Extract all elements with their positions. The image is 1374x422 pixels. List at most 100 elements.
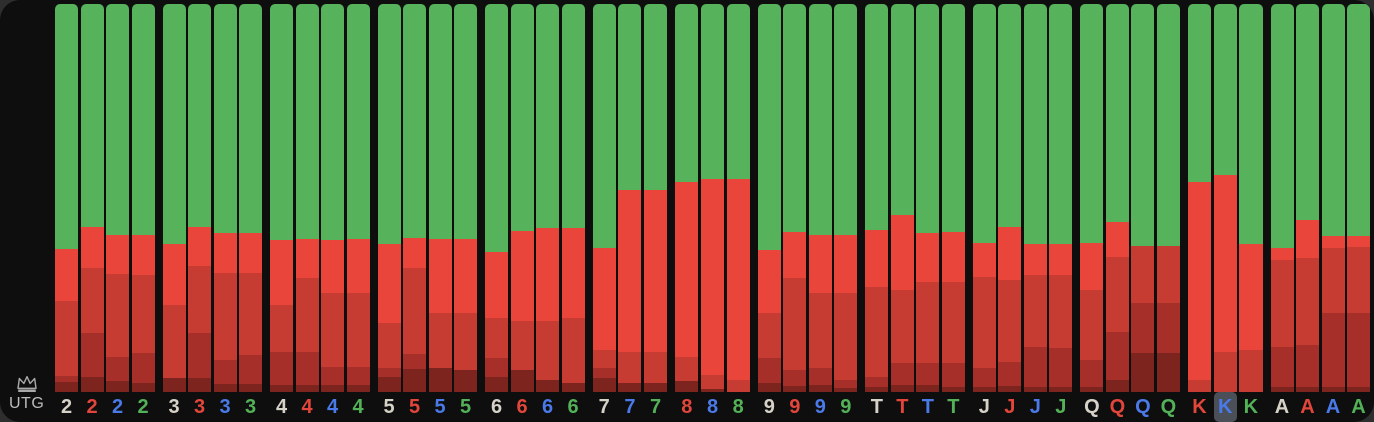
- card-bar-Qh[interactable]: [1105, 4, 1129, 392]
- card-label-7s[interactable]: 7: [598, 395, 610, 418]
- card-label-5h[interactable]: 5: [408, 395, 421, 418]
- card-column-7c[interactable]: 7: [643, 4, 668, 422]
- card-bar-6c[interactable]: [561, 4, 585, 392]
- card-bar-Th[interactable]: [890, 4, 914, 392]
- card-bar-Qc[interactable]: [1156, 4, 1180, 392]
- card-column-Ad[interactable]: A: [1321, 4, 1345, 422]
- card-bar-As[interactable]: [1270, 4, 1294, 392]
- card-label-Kc[interactable]: K: [1243, 395, 1259, 418]
- card-column-Qs[interactable]: Q: [1080, 4, 1104, 422]
- card-label-Jd[interactable]: J: [1029, 395, 1041, 418]
- card-label-7d[interactable]: 7: [624, 395, 636, 418]
- card-column-Js[interactable]: J: [972, 4, 996, 422]
- card-label-4d[interactable]: 4: [326, 395, 339, 418]
- card-bar-7d[interactable]: [618, 4, 642, 392]
- card-column-7d[interactable]: 7: [618, 4, 642, 422]
- card-column-3h[interactable]: 3: [188, 4, 212, 422]
- card-label-3s[interactable]: 3: [168, 395, 180, 418]
- card-label-4c[interactable]: 4: [352, 395, 364, 418]
- card-label-Qs[interactable]: Q: [1084, 395, 1100, 418]
- card-column-Th[interactable]: T: [890, 4, 914, 422]
- card-label-4s[interactable]: 4: [275, 395, 288, 418]
- card-label-As[interactable]: A: [1274, 395, 1290, 418]
- card-column-6s[interactable]: 6: [485, 4, 509, 422]
- card-label-6s[interactable]: 6: [491, 395, 503, 418]
- card-label-6d[interactable]: 6: [542, 395, 554, 418]
- card-bar-Ac[interactable]: [1347, 4, 1371, 392]
- card-label-2c[interactable]: 2: [137, 395, 149, 418]
- card-label-5c[interactable]: 5: [459, 395, 472, 418]
- card-bar-5s[interactable]: [377, 4, 401, 392]
- card-label-Td[interactable]: T: [921, 395, 934, 418]
- card-column-Tc[interactable]: T: [941, 4, 965, 422]
- card-bar-8d[interactable]: [700, 4, 725, 392]
- card-label-8c[interactable]: 8: [732, 395, 744, 418]
- card-column-Kd[interactable]: K: [1213, 4, 1237, 422]
- card-bar-4h[interactable]: [295, 4, 319, 392]
- card-bar-3s[interactable]: [162, 4, 186, 392]
- card-column-Qd[interactable]: Q: [1131, 4, 1155, 422]
- card-column-Td[interactable]: T: [916, 4, 940, 422]
- card-bar-Ah[interactable]: [1296, 4, 1320, 392]
- card-bar-5h[interactable]: [403, 4, 427, 392]
- card-bar-6s[interactable]: [485, 4, 509, 392]
- card-label-9s[interactable]: 9: [763, 395, 775, 418]
- card-label-5d[interactable]: 5: [434, 395, 446, 418]
- card-bar-3h[interactable]: [188, 4, 212, 392]
- card-column-8h[interactable]: 8: [675, 4, 699, 422]
- card-column-4d[interactable]: 4: [321, 4, 345, 422]
- card-bar-6h[interactable]: [510, 4, 534, 392]
- card-label-9h[interactable]: 9: [789, 395, 801, 418]
- card-bar-Kc[interactable]: [1239, 4, 1263, 392]
- card-label-8h[interactable]: 8: [681, 395, 693, 418]
- card-column-9h[interactable]: 9: [783, 4, 807, 422]
- card-bar-Kd[interactable]: [1213, 4, 1237, 392]
- card-column-5c[interactable]: 5: [454, 4, 478, 422]
- card-label-2s[interactable]: 2: [60, 395, 73, 418]
- card-bar-Ad[interactable]: [1321, 4, 1345, 392]
- card-column-2s[interactable]: 2: [55, 4, 78, 422]
- card-bar-5d[interactable]: [428, 4, 452, 392]
- card-label-Kd[interactable]: K: [1213, 392, 1237, 422]
- card-bar-9h[interactable]: [783, 4, 807, 392]
- card-column-4s[interactable]: 4: [270, 4, 294, 422]
- card-column-Jc[interactable]: J: [1049, 4, 1073, 422]
- card-column-Jh[interactable]: J: [998, 4, 1022, 422]
- card-bar-2h[interactable]: [80, 4, 104, 392]
- card-bar-9c[interactable]: [834, 4, 858, 392]
- card-label-2d[interactable]: 2: [111, 395, 124, 418]
- card-column-Ah[interactable]: A: [1296, 4, 1320, 422]
- card-bar-3c[interactable]: [239, 4, 263, 392]
- card-column-2d[interactable]: 2: [106, 4, 129, 422]
- card-label-3d[interactable]: 3: [219, 395, 231, 418]
- card-bar-5c[interactable]: [454, 4, 478, 392]
- card-column-2c[interactable]: 2: [131, 4, 155, 422]
- card-bar-Ts[interactable]: [865, 4, 889, 392]
- card-label-Jh[interactable]: J: [1004, 395, 1016, 418]
- card-label-Th[interactable]: T: [896, 395, 909, 418]
- card-bar-4d[interactable]: [321, 4, 345, 392]
- card-column-5d[interactable]: 5: [428, 4, 452, 422]
- card-label-6h[interactable]: 6: [516, 395, 528, 418]
- card-bar-Qs[interactable]: [1080, 4, 1104, 392]
- card-bar-4s[interactable]: [270, 4, 294, 392]
- card-bar-Jd[interactable]: [1023, 4, 1047, 392]
- card-bar-8c[interactable]: [726, 4, 750, 392]
- card-bar-2c[interactable]: [131, 4, 155, 392]
- card-column-5s[interactable]: 5: [377, 4, 401, 422]
- card-column-9s[interactable]: 9: [757, 4, 781, 422]
- card-bar-Tc[interactable]: [941, 4, 965, 392]
- card-bar-3d[interactable]: [213, 4, 237, 392]
- card-bar-Qd[interactable]: [1131, 4, 1155, 392]
- card-bar-Jh[interactable]: [998, 4, 1022, 392]
- card-label-9c[interactable]: 9: [840, 395, 852, 418]
- card-label-8d[interactable]: 8: [706, 395, 719, 418]
- card-column-Qh[interactable]: Q: [1105, 4, 1129, 422]
- card-label-Qd[interactable]: Q: [1135, 395, 1151, 418]
- card-label-7c[interactable]: 7: [650, 395, 662, 418]
- card-column-5h[interactable]: 5: [403, 4, 427, 422]
- card-column-3c[interactable]: 3: [239, 4, 263, 422]
- card-bar-Kh[interactable]: [1187, 4, 1212, 392]
- card-bar-4c[interactable]: [346, 4, 370, 392]
- card-label-Jc[interactable]: J: [1055, 395, 1067, 418]
